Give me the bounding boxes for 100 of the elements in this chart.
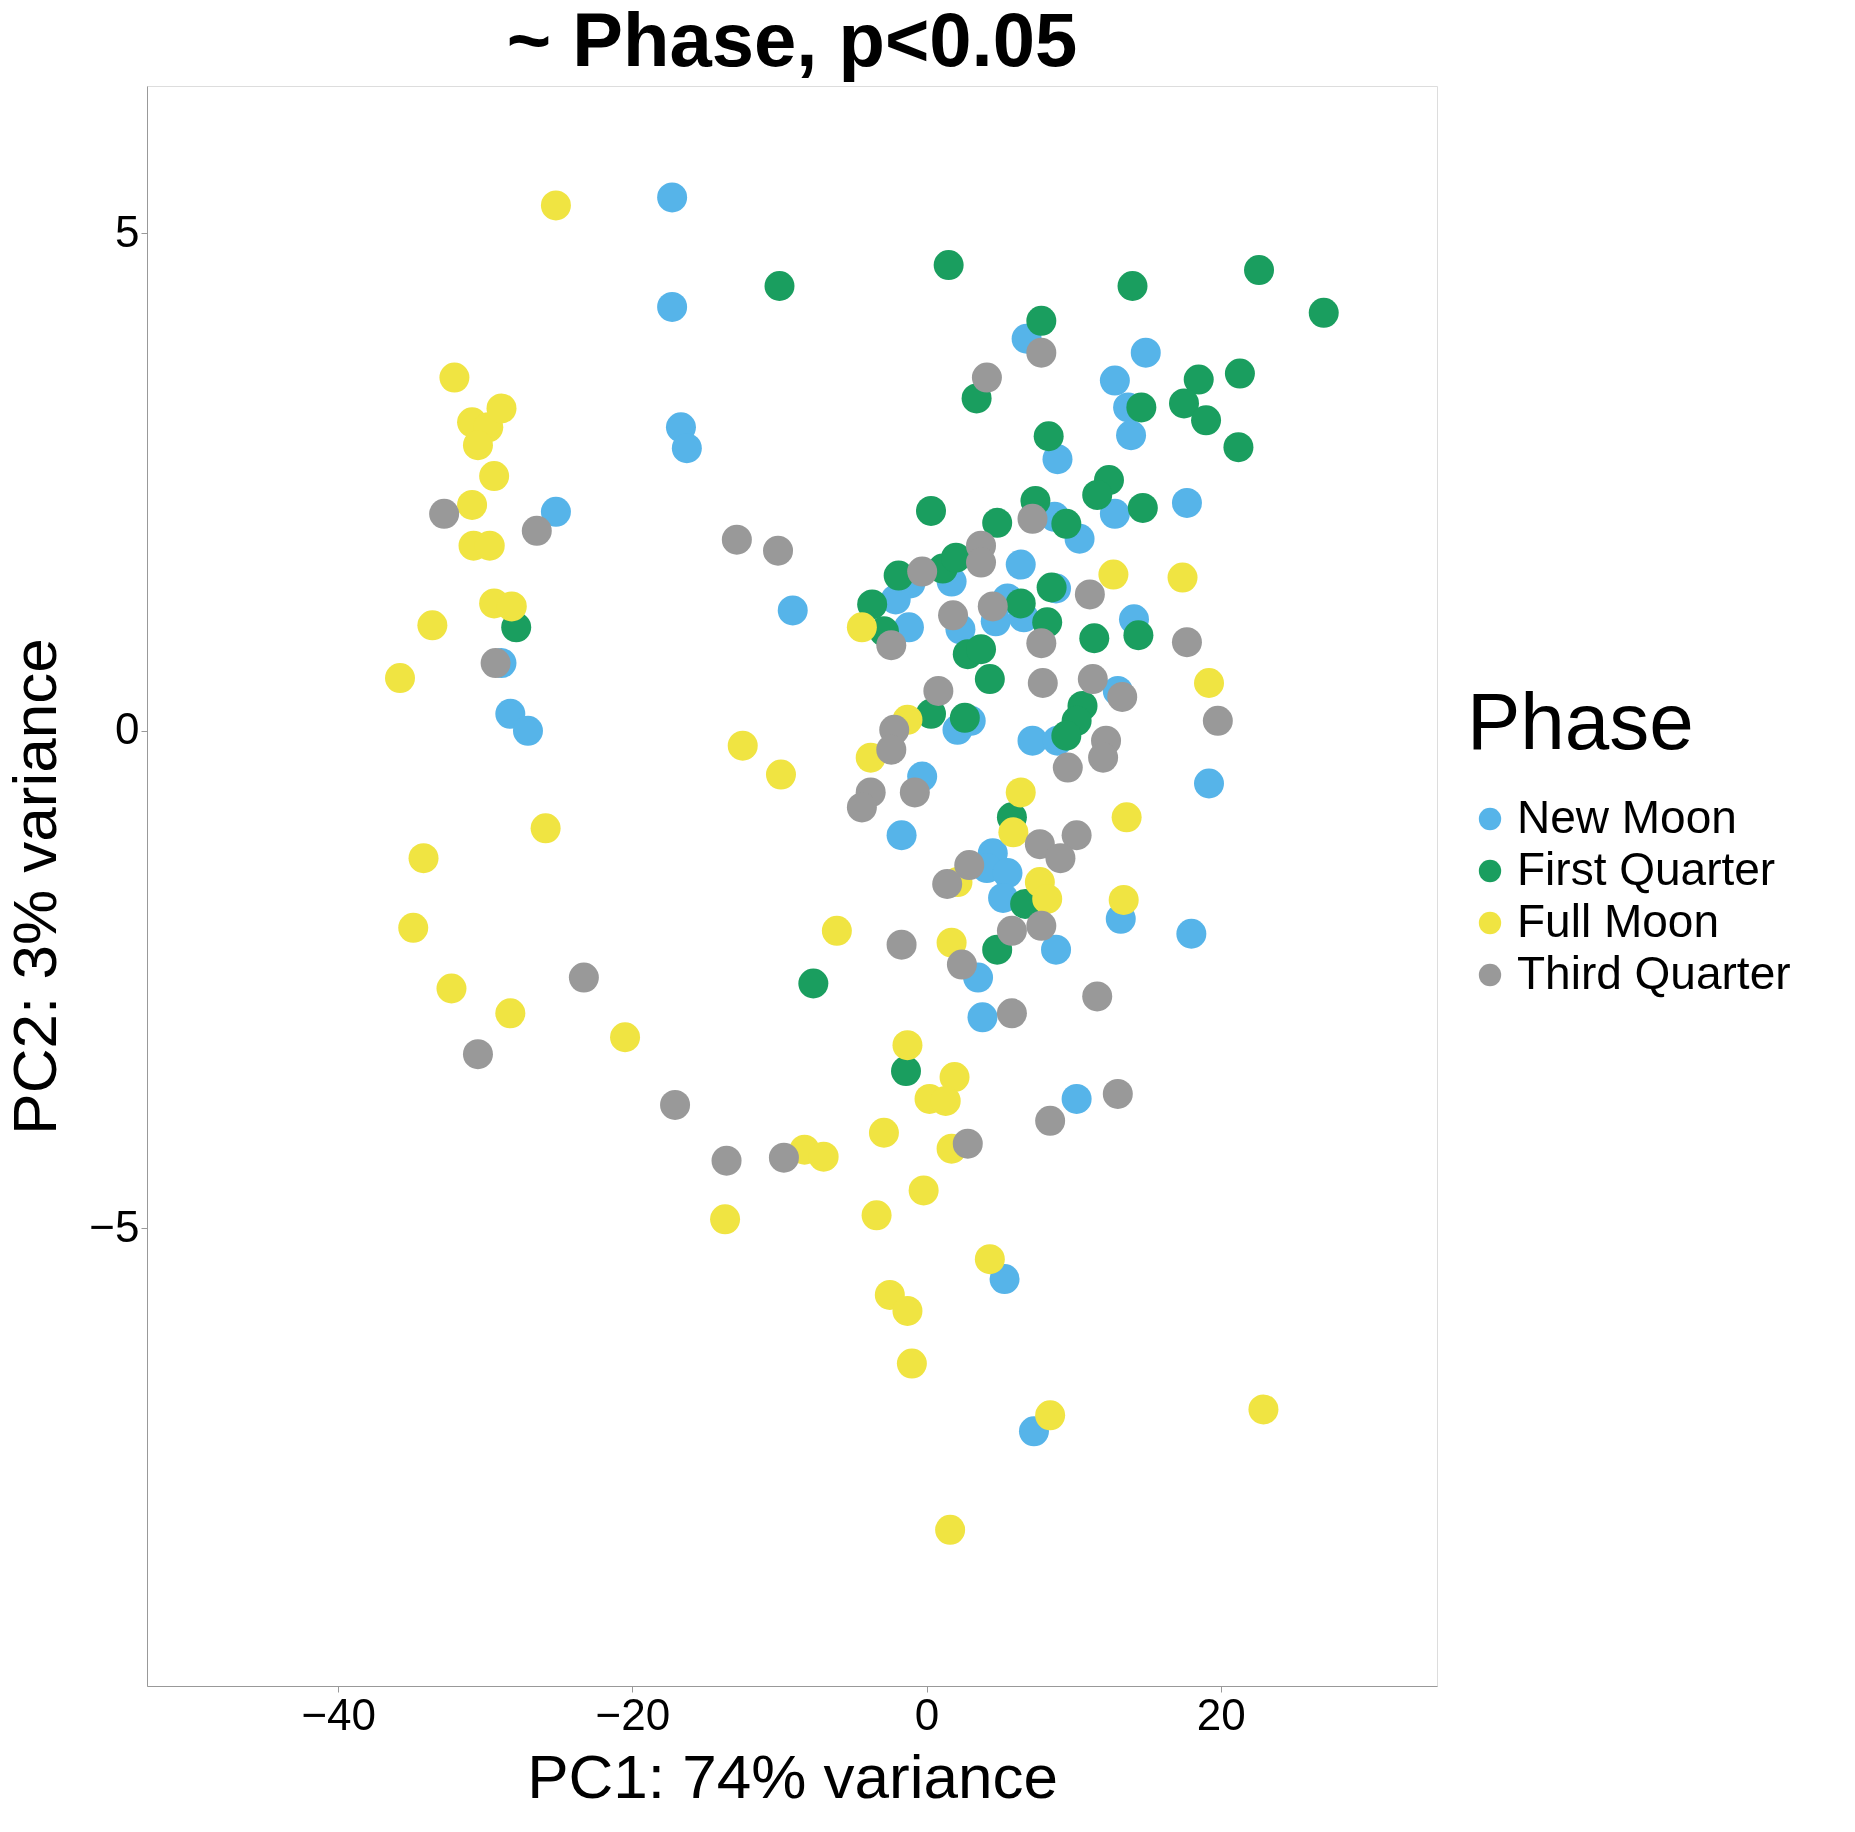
point <box>768 1142 799 1173</box>
point <box>436 973 467 1004</box>
point <box>932 869 963 899</box>
point <box>568 962 599 993</box>
point <box>1167 562 1198 593</box>
point <box>1026 628 1057 659</box>
point <box>1183 364 1214 395</box>
point <box>1108 884 1139 915</box>
point <box>1194 768 1225 799</box>
point <box>857 589 888 620</box>
point <box>1127 492 1158 523</box>
point <box>1045 843 1076 874</box>
point <box>982 507 1013 538</box>
point <box>1026 910 1057 941</box>
point <box>660 1089 691 1120</box>
point <box>457 489 488 520</box>
y-tick-label: −5 <box>89 1201 140 1251</box>
point <box>808 1141 839 1172</box>
point <box>657 291 688 322</box>
point <box>1117 271 1148 301</box>
point <box>765 759 796 790</box>
point <box>1026 305 1057 336</box>
point <box>777 595 808 626</box>
point <box>861 1200 892 1231</box>
point <box>977 591 1008 622</box>
point <box>949 702 980 733</box>
y-axis-title: PC2: 3% variance <box>0 638 70 1135</box>
point <box>1017 503 1048 534</box>
point <box>610 1022 641 1053</box>
point <box>876 630 907 661</box>
point <box>935 1514 966 1545</box>
point <box>891 1056 921 1087</box>
chart-title: ~ Phase, p<0.05 <box>506 0 1078 82</box>
point <box>916 495 946 526</box>
point <box>946 949 977 980</box>
point <box>868 1117 899 1148</box>
point <box>798 968 829 999</box>
point <box>886 820 917 851</box>
point <box>521 515 552 546</box>
point <box>982 934 1013 965</box>
point <box>938 600 969 631</box>
point <box>971 362 1002 393</box>
x-tick-label: 20 <box>1196 1689 1246 1739</box>
point <box>908 1175 939 1206</box>
point <box>1171 487 1202 518</box>
point <box>821 915 852 946</box>
point <box>996 915 1027 946</box>
point <box>1024 829 1055 860</box>
point <box>1224 358 1255 389</box>
point <box>1171 627 1202 658</box>
point <box>417 610 448 641</box>
point <box>1176 918 1207 949</box>
point <box>671 433 702 464</box>
point <box>495 998 526 1029</box>
point <box>408 843 439 874</box>
point <box>530 813 561 844</box>
point <box>1032 883 1063 914</box>
x-axis-title: PC1: 74% variance <box>527 1741 1058 1811</box>
point <box>1061 1083 1092 1114</box>
point <box>1052 752 1083 783</box>
point <box>1017 725 1048 756</box>
point <box>764 271 795 301</box>
point <box>1035 1105 1066 1136</box>
point <box>711 1145 742 1176</box>
point <box>899 777 930 808</box>
point <box>429 498 460 529</box>
point <box>1005 777 1036 808</box>
point <box>385 663 415 694</box>
point <box>1082 981 1113 1012</box>
point <box>992 858 1023 889</box>
point <box>1098 559 1129 590</box>
point <box>1102 1078 1133 1109</box>
point <box>996 998 1027 1029</box>
point <box>1035 1400 1066 1431</box>
point <box>1244 255 1275 286</box>
point <box>939 1062 970 1093</box>
point <box>721 524 752 555</box>
point <box>727 730 758 761</box>
point <box>480 648 511 679</box>
point <box>1202 705 1233 736</box>
point <box>540 496 571 527</box>
point <box>1130 337 1161 368</box>
point <box>486 393 517 424</box>
point <box>710 1204 741 1235</box>
point <box>966 634 997 665</box>
x-tick-label: −40 <box>301 1689 377 1739</box>
point <box>1041 934 1072 965</box>
legend-label: First Quarter <box>1517 843 1776 895</box>
point <box>974 1244 1005 1275</box>
point <box>1223 432 1254 463</box>
point <box>933 250 964 281</box>
point <box>657 182 688 213</box>
point <box>907 556 938 587</box>
point <box>1169 388 1199 419</box>
point <box>954 850 985 881</box>
legend-title: Phase <box>1467 677 1694 766</box>
y-tick-label: 0 <box>115 704 140 754</box>
point <box>1194 668 1225 698</box>
point <box>1111 802 1142 833</box>
point <box>846 792 877 823</box>
